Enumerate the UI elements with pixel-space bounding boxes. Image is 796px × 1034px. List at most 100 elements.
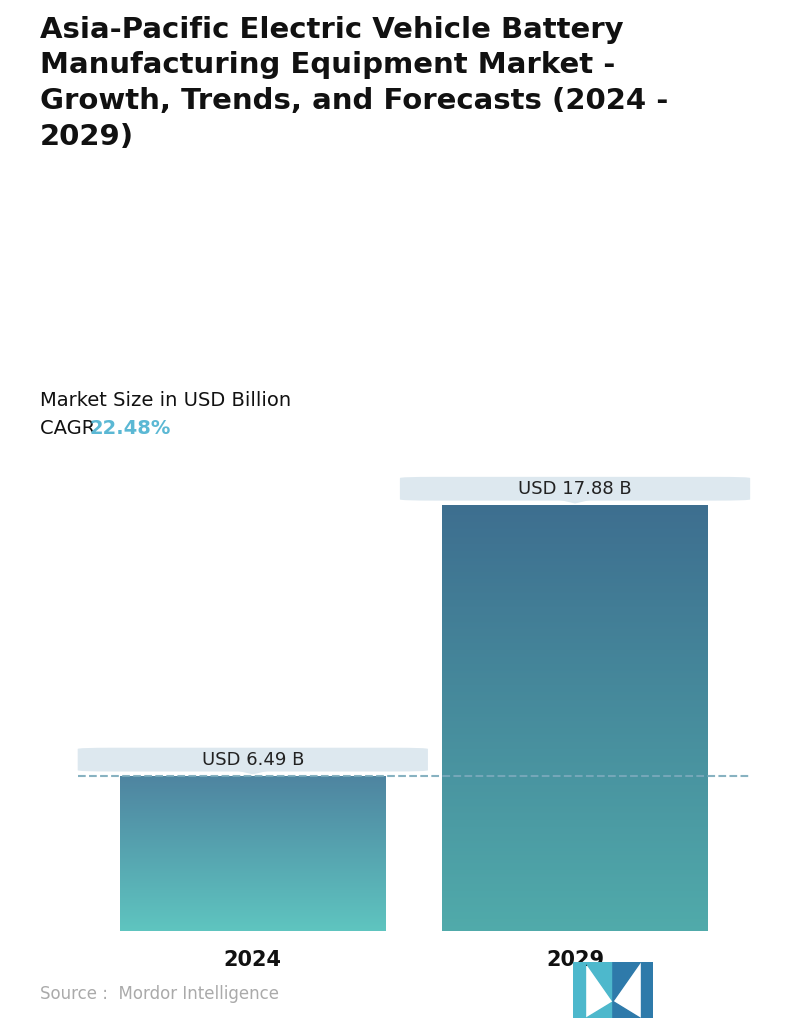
Bar xyxy=(442,671,708,673)
Bar xyxy=(442,905,708,907)
Bar xyxy=(442,866,708,869)
Polygon shape xyxy=(557,499,592,504)
Bar xyxy=(442,793,708,794)
Bar xyxy=(442,663,708,664)
Bar xyxy=(442,689,708,690)
Bar xyxy=(442,560,708,562)
Bar xyxy=(442,572,708,574)
Bar xyxy=(442,569,708,571)
Bar xyxy=(442,606,708,607)
Bar xyxy=(442,765,708,766)
Bar xyxy=(442,586,708,587)
Bar xyxy=(442,564,708,565)
Bar xyxy=(442,742,708,743)
Bar xyxy=(442,858,708,859)
Bar xyxy=(442,725,708,727)
Bar xyxy=(442,607,708,609)
Text: 22.48%: 22.48% xyxy=(90,419,171,437)
Bar xyxy=(442,927,708,930)
Bar xyxy=(442,815,708,816)
Bar xyxy=(442,759,708,761)
Bar xyxy=(442,580,708,582)
Bar xyxy=(442,790,708,792)
Bar xyxy=(442,601,708,602)
Bar xyxy=(442,652,708,655)
Bar xyxy=(442,922,708,923)
FancyBboxPatch shape xyxy=(78,748,428,771)
Bar xyxy=(442,794,708,796)
Bar xyxy=(442,718,708,720)
Bar xyxy=(442,617,708,618)
Bar xyxy=(442,887,708,888)
Bar xyxy=(442,720,708,721)
Bar xyxy=(442,891,708,892)
Bar xyxy=(442,903,708,904)
Bar xyxy=(442,559,708,560)
Bar xyxy=(442,889,708,891)
Bar xyxy=(442,792,708,793)
Polygon shape xyxy=(573,962,585,1018)
Bar xyxy=(442,751,708,752)
Bar xyxy=(442,662,708,663)
Bar xyxy=(442,651,708,652)
Bar xyxy=(442,824,708,826)
Bar xyxy=(442,861,708,862)
Bar xyxy=(442,668,708,670)
Bar xyxy=(442,859,708,861)
Bar xyxy=(442,636,708,637)
Bar xyxy=(442,618,708,620)
Bar xyxy=(442,620,708,621)
Bar xyxy=(442,610,708,612)
Bar xyxy=(442,529,708,530)
Bar xyxy=(442,881,708,882)
Bar xyxy=(442,844,708,846)
Bar xyxy=(442,567,708,568)
Bar xyxy=(442,747,708,748)
Bar xyxy=(442,712,708,713)
Bar xyxy=(442,778,708,779)
Bar xyxy=(442,713,708,716)
Bar xyxy=(442,562,708,564)
Bar xyxy=(442,542,708,544)
Text: USD 17.88 B: USD 17.88 B xyxy=(518,480,632,497)
Bar xyxy=(442,656,708,657)
Bar xyxy=(442,632,708,633)
Bar xyxy=(442,812,708,813)
Bar xyxy=(442,686,708,687)
Bar xyxy=(442,915,708,916)
Bar xyxy=(442,796,708,797)
Bar xyxy=(442,698,708,700)
Bar xyxy=(442,655,708,656)
Bar xyxy=(442,596,708,598)
Bar xyxy=(442,525,708,526)
Bar xyxy=(442,873,708,874)
Bar xyxy=(442,591,708,594)
Bar xyxy=(442,637,708,639)
Bar xyxy=(442,695,708,697)
Bar xyxy=(442,800,708,801)
Bar xyxy=(442,789,708,790)
Bar xyxy=(442,544,708,545)
Bar xyxy=(442,693,708,694)
Bar xyxy=(442,762,708,763)
Bar xyxy=(442,773,708,774)
Bar xyxy=(442,625,708,626)
Bar xyxy=(442,919,708,920)
Bar xyxy=(442,594,708,595)
Bar xyxy=(442,640,708,641)
Bar xyxy=(442,916,708,918)
Bar xyxy=(442,808,708,809)
Bar xyxy=(442,895,708,896)
Bar xyxy=(442,519,708,521)
Bar xyxy=(442,691,708,693)
Bar xyxy=(442,670,708,671)
Bar xyxy=(442,548,708,549)
Bar xyxy=(442,908,708,909)
Bar xyxy=(442,702,708,704)
Bar xyxy=(442,823,708,824)
Bar xyxy=(442,728,708,729)
Bar xyxy=(442,613,708,614)
Bar xyxy=(442,820,708,821)
Bar xyxy=(442,771,708,773)
Bar xyxy=(442,582,708,583)
